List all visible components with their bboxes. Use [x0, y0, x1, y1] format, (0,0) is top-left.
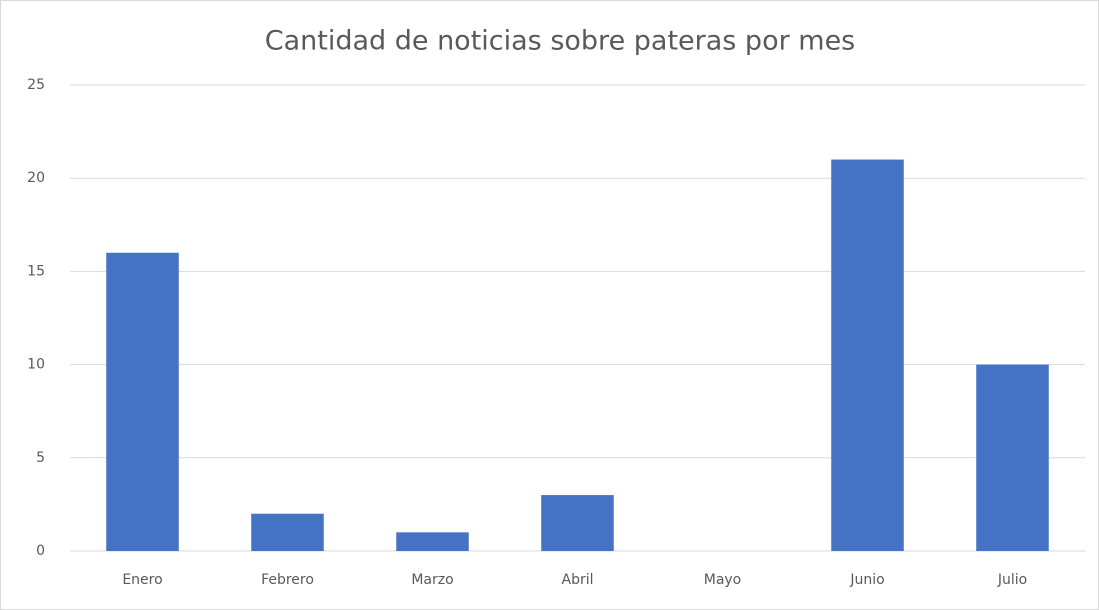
- x-tick-label: Marzo: [411, 572, 453, 588]
- y-tick-label: 10: [27, 357, 45, 373]
- x-tick-label: Febrero: [261, 572, 314, 588]
- y-tick-label: 20: [27, 170, 45, 186]
- bar: [251, 513, 324, 551]
- bar: [976, 364, 1049, 551]
- y-tick-label: 5: [36, 450, 45, 466]
- x-tick-label: Abril: [562, 572, 594, 588]
- chart-title: Cantidad de noticias sobre pateras por m…: [265, 26, 856, 57]
- bar: [106, 252, 179, 551]
- x-tick-label: Mayo: [704, 572, 742, 588]
- y-tick-label: 0: [36, 543, 45, 559]
- bar: [831, 159, 904, 551]
- x-tick-label: Julio: [997, 572, 1027, 588]
- y-tick-label: 25: [27, 77, 45, 93]
- x-tick-label: Enero: [122, 572, 162, 588]
- x-tick-label: Junio: [849, 572, 884, 588]
- y-tick-label: 15: [27, 263, 45, 279]
- bar: [396, 532, 469, 551]
- bar: [541, 495, 614, 551]
